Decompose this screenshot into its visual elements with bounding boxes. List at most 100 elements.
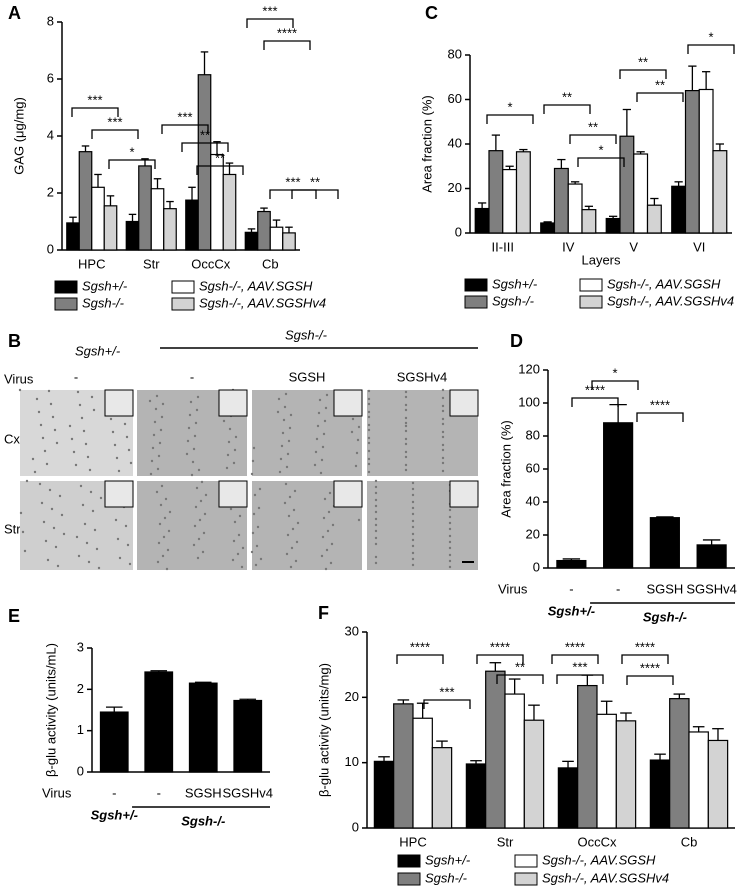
texture <box>320 554 324 558</box>
texture <box>41 436 45 440</box>
texture <box>89 490 93 494</box>
texture <box>190 473 194 477</box>
texture <box>153 420 157 424</box>
texture <box>313 463 317 467</box>
texture <box>374 479 378 483</box>
bar <box>431 747 453 829</box>
texture <box>226 453 230 457</box>
bar <box>91 186 105 251</box>
significance: * <box>507 99 512 114</box>
texture <box>236 552 240 556</box>
texture <box>240 565 244 569</box>
texture <box>203 512 207 516</box>
significance: *** <box>107 114 122 129</box>
texture <box>441 448 445 452</box>
texture <box>192 543 196 547</box>
texture <box>195 408 199 412</box>
texture <box>201 550 205 554</box>
texture <box>441 443 445 447</box>
texture <box>192 447 196 451</box>
texture <box>367 423 371 427</box>
texture <box>197 537 201 541</box>
texture <box>411 487 415 491</box>
bracket <box>496 674 544 684</box>
x-tick-label: OccCx <box>191 256 231 271</box>
bar <box>646 204 662 234</box>
texture <box>117 469 121 473</box>
row-label: Virus <box>4 371 34 386</box>
bar <box>188 682 218 773</box>
texture <box>292 508 296 512</box>
texture <box>95 547 99 551</box>
bracket <box>626 675 674 685</box>
texture <box>193 524 197 528</box>
texture <box>284 482 288 486</box>
y-tick-label: 2 <box>77 681 84 696</box>
panel-letter: C <box>425 3 438 23</box>
texture <box>411 481 415 485</box>
y-tick-label: 80 <box>448 46 462 61</box>
panel-letter: B <box>8 331 21 351</box>
texture <box>74 463 78 467</box>
texture <box>404 424 408 428</box>
texture <box>31 457 35 461</box>
texture <box>198 518 202 522</box>
texture <box>374 485 378 489</box>
legend-swatch <box>579 278 603 292</box>
texture <box>295 540 299 544</box>
texture <box>159 503 163 507</box>
texture <box>411 525 415 529</box>
texture <box>191 460 195 464</box>
bar <box>99 711 129 773</box>
texture <box>314 450 318 454</box>
significance: ** <box>655 77 665 92</box>
group-label: Sgsh+/- <box>548 603 595 618</box>
y-tick-label: 3 <box>77 639 84 654</box>
legend-swatch <box>171 297 195 311</box>
texture <box>357 425 361 429</box>
texture <box>189 400 193 404</box>
virus-label: - <box>616 581 620 596</box>
texture <box>441 461 445 465</box>
texture <box>257 506 261 510</box>
y-tick-label: 120 <box>518 361 540 376</box>
y-tick-label: 20 <box>448 180 462 195</box>
texture <box>50 507 54 511</box>
texture <box>156 560 160 564</box>
panel-letter: D <box>510 331 523 351</box>
panel-letter: E <box>8 606 20 626</box>
texture <box>186 439 190 443</box>
texture <box>46 558 50 562</box>
texture <box>281 431 285 435</box>
texture <box>329 561 333 565</box>
texture <box>128 562 132 566</box>
texture <box>38 482 42 486</box>
texture <box>324 567 328 571</box>
texture <box>289 565 293 569</box>
bar <box>150 188 165 251</box>
significance: *** <box>439 684 454 699</box>
bar <box>144 671 174 773</box>
bracket <box>423 699 471 709</box>
bracket <box>181 142 229 152</box>
texture <box>356 438 360 442</box>
significance: ** <box>638 54 648 69</box>
texture <box>367 389 371 393</box>
legend-label: Sgsh+/- <box>82 278 128 293</box>
legend-swatch <box>397 872 421 886</box>
virus-label: - <box>569 581 573 596</box>
texture <box>448 553 452 557</box>
bar <box>605 217 621 234</box>
texture <box>287 514 291 518</box>
texture <box>116 537 120 541</box>
texture <box>367 457 371 461</box>
y-tick-label: 20 <box>526 526 540 541</box>
texture <box>164 497 168 501</box>
texture <box>411 532 415 536</box>
texture <box>197 468 201 472</box>
bracket <box>621 654 669 664</box>
x-tick-label: Str <box>143 256 160 271</box>
texture <box>284 392 288 396</box>
virus-label: - <box>74 369 78 384</box>
texture <box>166 548 170 552</box>
